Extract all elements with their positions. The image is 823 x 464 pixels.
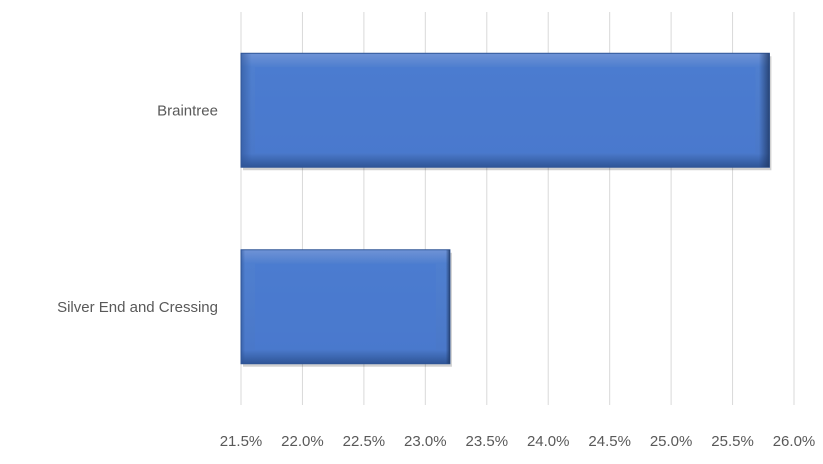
x-tick-label: 22.0% [281,433,324,450]
bar-group [240,249,452,367]
x-tick-label: 25.5% [711,433,754,450]
bars [240,52,772,367]
x-axis-tick-labels: 21.5% 22.0% 22.5% 23.0% 23.5% 24.0% 24.5% 25.0%… [220,433,816,450]
bar-group [240,52,772,171]
x-tick-label: 23.0% [404,433,447,450]
bar-face [255,263,436,350]
x-tick-label: 25.0% [650,433,693,450]
x-tick-label: 26.0% [773,433,816,450]
x-tick-label: 24.0% [527,433,570,450]
y-axis-category-labels: Braintree Silver End and Cressing [57,102,218,316]
bar-face [255,67,756,154]
category-label: Silver End and Cressing [57,299,218,316]
x-tick-label: 21.5% [220,433,263,450]
x-tick-label: 24.5% [588,433,631,450]
category-label: Braintree [157,102,218,119]
x-tick-label: 22.5% [343,433,386,450]
x-tick-label: 23.5% [466,433,509,450]
